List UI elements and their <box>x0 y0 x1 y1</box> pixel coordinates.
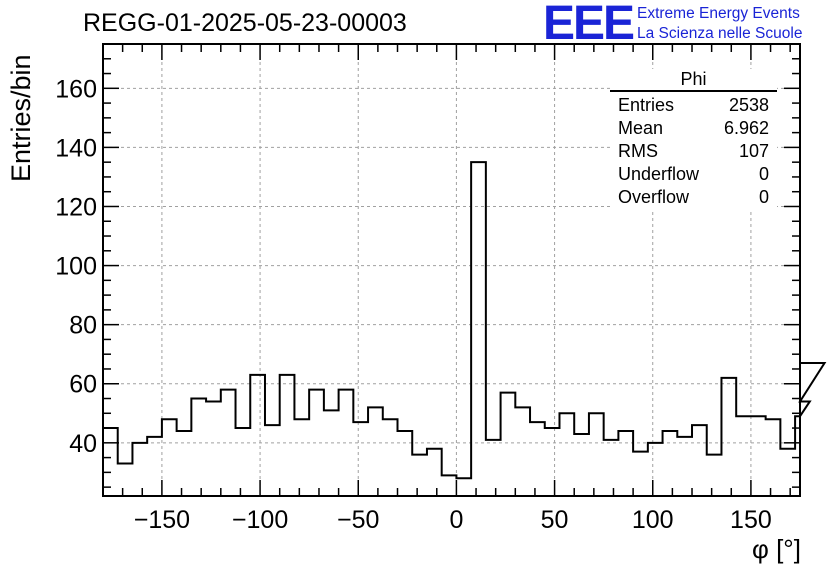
x-tick-label: −50 <box>337 506 379 534</box>
y-axis-label: Entries/bin <box>6 54 36 182</box>
stats-label: RMS <box>618 141 658 161</box>
x-tick-label: 0 <box>449 506 463 534</box>
plot-frame <box>102 43 801 497</box>
x-tick-label: 100 <box>632 506 674 534</box>
stats-value: 107 <box>738 141 769 161</box>
stats-label: Underflow <box>618 164 700 184</box>
stats-row: Underflow 0 <box>610 163 777 186</box>
tick-labels: −150 −100 −50 0 50 100 150 40 60 80 100 120 140 160 <box>55 75 771 534</box>
logo-subtitle-line1: Extreme Energy Events <box>637 5 800 22</box>
stats-label: Mean <box>618 118 664 138</box>
stats-label: Entries <box>618 95 675 115</box>
stats-label: Overflow <box>618 187 690 207</box>
y-tick-label: 120 <box>55 193 97 221</box>
x-tick-label: 150 <box>730 506 772 534</box>
stats-row: RMS 107 <box>610 140 777 163</box>
x-axis-label: φ [°] <box>752 534 801 564</box>
y-tick-label: 40 <box>69 430 97 458</box>
y-tick-label: 160 <box>55 75 97 103</box>
x-tick-label: −150 <box>134 506 190 534</box>
stats-title: Phi <box>610 69 777 92</box>
y-tick-label: 80 <box>69 312 97 340</box>
axis-ticks <box>102 43 800 496</box>
x-tick-label: 50 <box>541 506 569 534</box>
grid-lines <box>103 44 800 496</box>
histogram-step-line <box>103 161 827 480</box>
stats-row: Entries 2538 <box>610 94 777 117</box>
y-tick-label: 140 <box>55 134 97 162</box>
x-tick-label: −100 <box>232 506 288 534</box>
y-tick-label: 100 <box>55 253 97 281</box>
y-tick-label: 60 <box>69 371 97 399</box>
logo-subtitle-line2: La Scienza nelle Scuole <box>637 25 803 42</box>
stats-value: 0 <box>758 164 769 184</box>
stats-value: 6.962 <box>723 118 769 138</box>
run-title: REGG-01-2025-05-23-00003 <box>83 9 407 37</box>
stats-box: Phi Entries 2538 Mean 6.962 RMS 107 Underfl… <box>610 69 777 209</box>
eee-logo: EEE <box>543 0 635 50</box>
stats-row: Mean 6.962 <box>610 117 777 140</box>
stats-value: 0 <box>758 187 769 207</box>
stats-row: Overflow 0 <box>610 186 777 209</box>
stats-value: 2538 <box>728 95 769 115</box>
